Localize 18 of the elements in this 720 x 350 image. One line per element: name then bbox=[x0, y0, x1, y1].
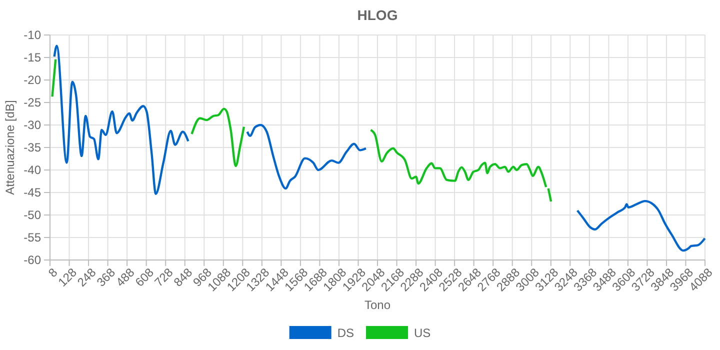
y-tick-label: -45 bbox=[24, 185, 42, 200]
chart-title: HLOG bbox=[357, 7, 398, 23]
y-tick-label: -40 bbox=[24, 162, 42, 177]
x-tick-label: 8 bbox=[46, 265, 60, 280]
x-axis-title: Tono bbox=[364, 298, 391, 312]
y-tick-label: -50 bbox=[24, 208, 42, 222]
y-tick-label: -60 bbox=[24, 252, 42, 267]
y-tick-label: -10 bbox=[24, 28, 42, 42]
legend-label: US bbox=[414, 326, 431, 340]
legend-label: DS bbox=[337, 326, 354, 340]
y-tick-label: -55 bbox=[24, 230, 42, 244]
x-tick-label: 488 bbox=[113, 265, 138, 290]
y-axis-title: Attenuazione [dB] bbox=[3, 100, 17, 195]
y-tick-label: -15 bbox=[24, 50, 42, 64]
y-tick-label: -20 bbox=[24, 72, 42, 87]
y-tick-label: -25 bbox=[24, 95, 42, 110]
y-tick-label: -35 bbox=[24, 140, 42, 154]
y-tick-label: -30 bbox=[24, 118, 42, 132]
